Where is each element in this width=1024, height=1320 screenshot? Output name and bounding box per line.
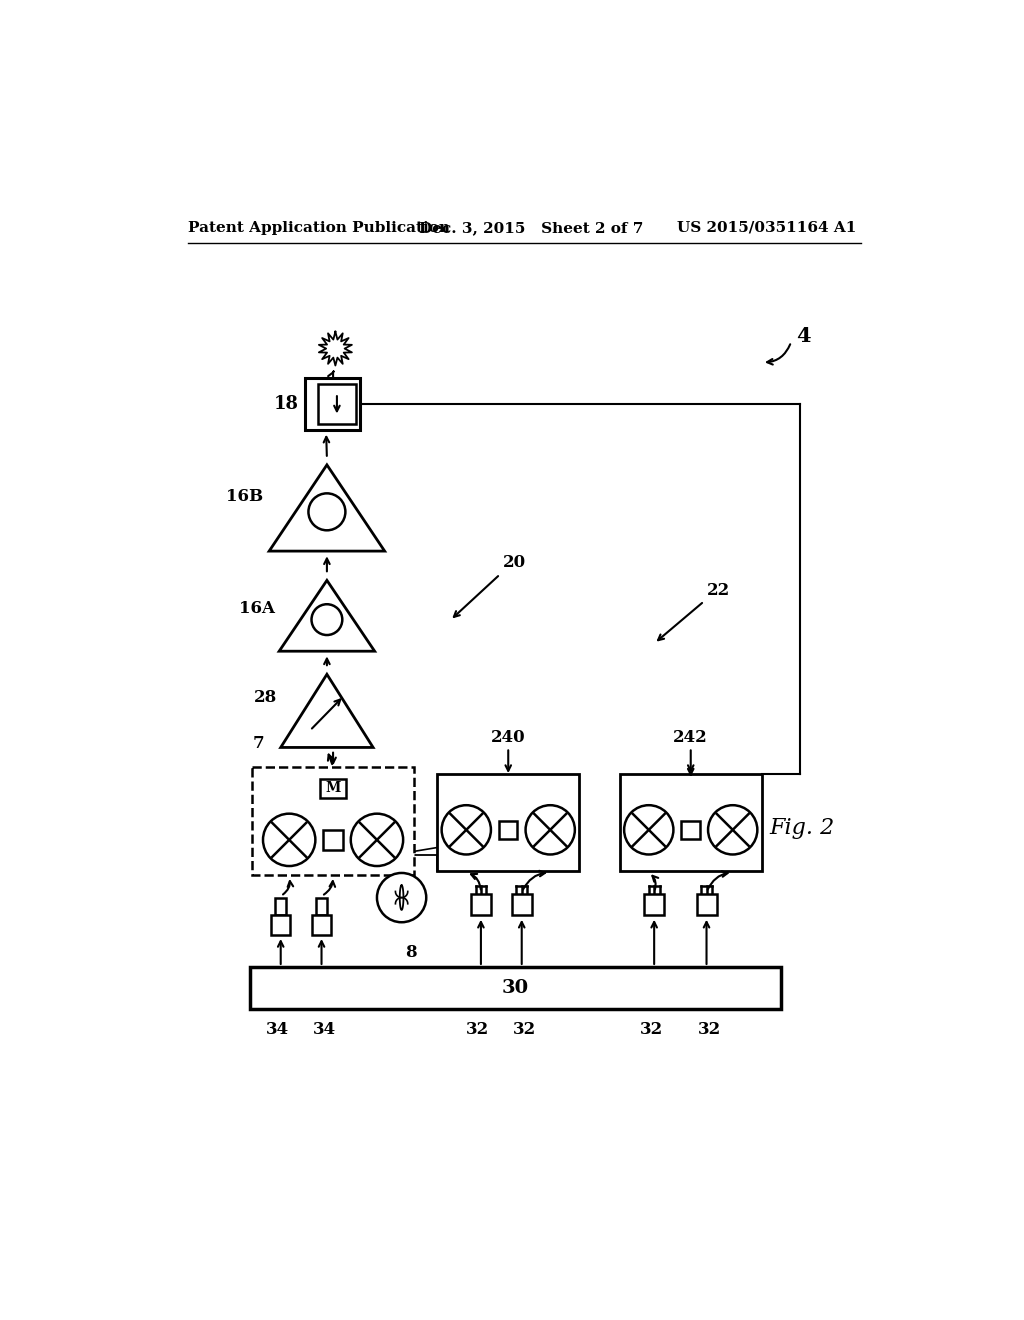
Text: 240: 240 [490,729,525,746]
Text: Dec. 3, 2015   Sheet 2 of 7: Dec. 3, 2015 Sheet 2 of 7 [419,220,644,235]
Bar [271,915,290,935]
Bar [471,894,490,915]
Bar [312,915,331,935]
Polygon shape [280,581,375,651]
Text: 8: 8 [406,944,417,961]
Bar [304,378,360,430]
Text: 16A: 16A [240,599,275,616]
Circle shape [377,873,426,923]
Circle shape [351,813,403,866]
Bar [250,966,781,1010]
Bar [620,775,762,871]
Circle shape [308,494,345,531]
Text: 34: 34 [313,1020,336,1038]
Text: 18: 18 [273,395,298,413]
Text: 20: 20 [503,554,525,572]
Text: Patent Application Publication: Patent Application Publication [188,220,451,235]
Text: 242: 242 [674,729,709,746]
Text: 34: 34 [266,1020,289,1038]
Bar [252,767,414,874]
Circle shape [625,805,674,854]
Text: 32: 32 [513,1020,537,1038]
Bar [275,898,286,915]
Text: 30: 30 [502,979,529,997]
Circle shape [263,813,315,866]
Bar [682,821,700,840]
Text: 7: 7 [252,735,264,752]
Bar [644,894,665,915]
Bar [319,779,346,797]
Text: 4: 4 [797,326,811,346]
Circle shape [708,805,758,854]
Polygon shape [269,465,385,552]
Bar [317,384,356,424]
Text: 22: 22 [707,582,730,599]
Text: M: M [326,781,341,795]
Text: 28: 28 [254,689,276,706]
Bar [437,775,580,871]
Circle shape [441,805,490,854]
Bar [316,898,327,915]
Bar [512,894,531,915]
Text: 16B: 16B [226,488,263,506]
Text: Fig. 2: Fig. 2 [770,817,835,840]
Bar [696,894,717,915]
Circle shape [311,605,342,635]
Polygon shape [281,675,373,747]
Circle shape [525,805,574,854]
Bar [323,830,343,850]
Text: 32: 32 [466,1020,489,1038]
Text: 32: 32 [698,1020,721,1038]
Bar [499,821,517,840]
Polygon shape [318,331,352,366]
Text: US 2015/0351164 A1: US 2015/0351164 A1 [677,220,857,235]
Text: 32: 32 [639,1020,663,1038]
